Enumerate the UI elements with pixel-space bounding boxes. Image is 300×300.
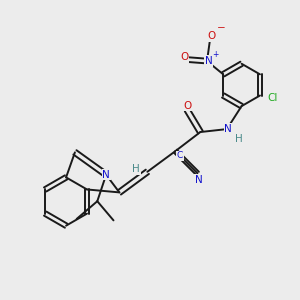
Text: O: O [180,52,188,62]
Text: −: − [217,22,226,32]
Text: N: N [205,56,212,66]
Text: N: N [102,170,110,180]
Text: H: H [132,164,140,174]
Text: N: N [224,124,232,134]
Text: H: H [235,134,243,144]
Text: O: O [183,100,191,110]
Text: +: + [213,50,219,59]
Text: N: N [195,175,203,185]
Text: C: C [177,151,183,160]
Text: O: O [207,31,216,41]
Text: Cl: Cl [267,94,278,103]
